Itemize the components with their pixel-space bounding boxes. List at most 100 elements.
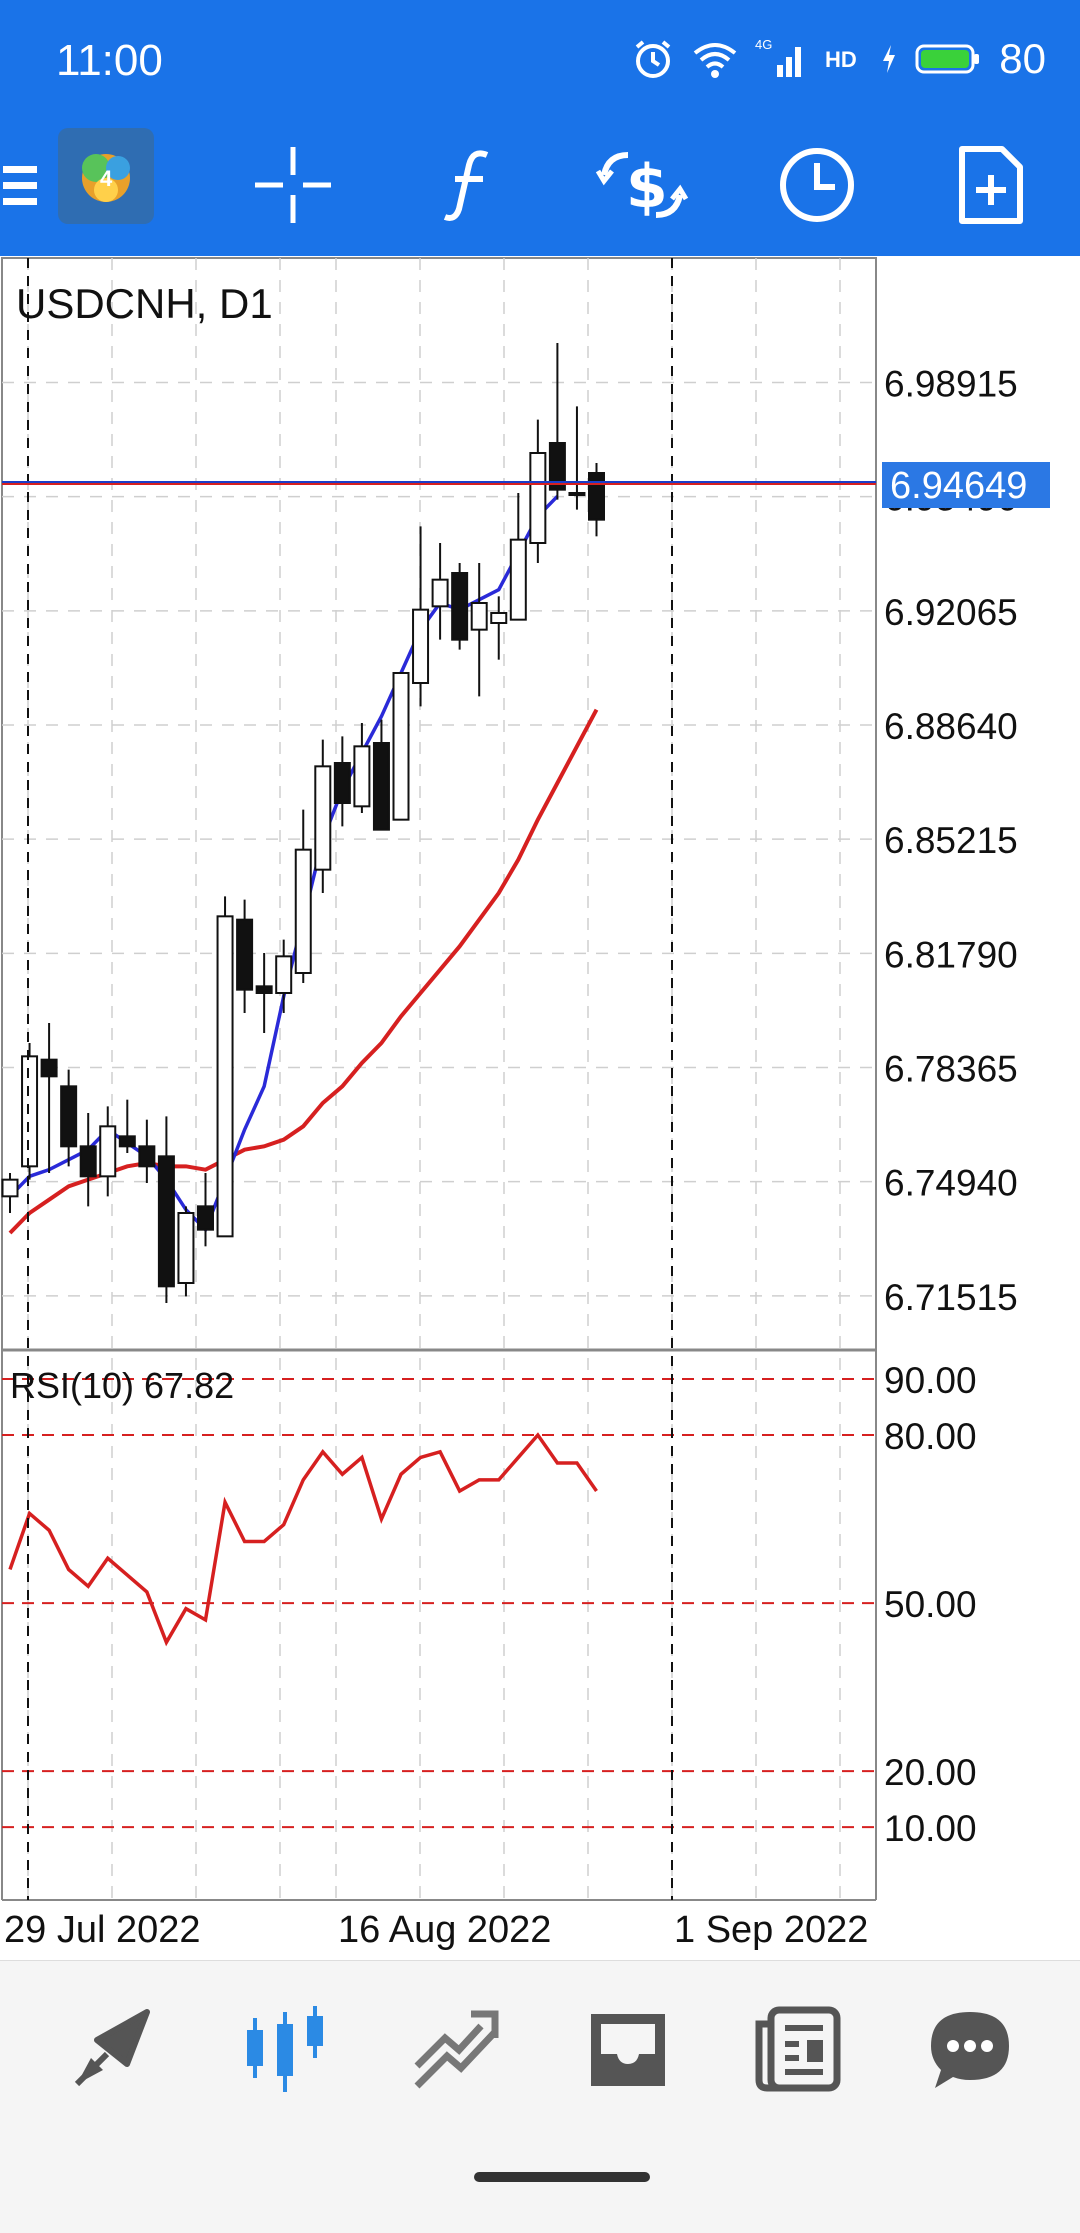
candle xyxy=(490,596,508,660)
candle xyxy=(60,1069,78,1167)
candle xyxy=(1,1173,19,1213)
bear-candle-body xyxy=(451,572,469,641)
candle xyxy=(255,953,273,1033)
bull-candle-body xyxy=(216,915,234,1238)
price-tick-label: 6.74940 xyxy=(884,1163,1018,1204)
candle xyxy=(118,1099,136,1153)
candle xyxy=(509,493,527,621)
candle xyxy=(197,1173,214,1247)
candle xyxy=(412,526,430,707)
bull-candle-body xyxy=(1,1178,19,1198)
price-tick-label: 6.78365 xyxy=(884,1049,1018,1090)
bull-candle-body xyxy=(568,492,586,496)
price-tick-label: 6.81790 xyxy=(884,934,1018,975)
current-price-label: 6.94649 xyxy=(890,465,1027,507)
rsi-tick-label: 90.00 xyxy=(884,1360,977,1401)
status-time: 11:00 xyxy=(56,36,163,85)
bear-candle-body xyxy=(79,1145,97,1178)
bull-candle-body xyxy=(529,452,547,544)
candle xyxy=(353,723,371,813)
chart-tab-icon[interactable] xyxy=(234,1999,334,2099)
hamburger-icon[interactable] xyxy=(0,130,40,240)
rsi-tick-label: 50.00 xyxy=(884,1584,977,1625)
trade-tab-icon[interactable] xyxy=(406,1999,506,2099)
price-chart[interactable]: USDCNH, D1 RSI(10) 67.82 6.989156.954906… xyxy=(0,256,1080,1960)
candle xyxy=(138,1119,156,1183)
crosshair-icon[interactable] xyxy=(248,130,338,240)
candle xyxy=(431,543,449,640)
candle xyxy=(21,1043,39,1180)
rsi-tick-label: 20.00 xyxy=(884,1752,977,1793)
date-label: 29 Jul 2022 xyxy=(4,1909,201,1951)
quotes-tab-icon[interactable] xyxy=(62,1999,162,2099)
candle xyxy=(79,1113,97,1207)
bear-candle-body xyxy=(255,985,273,994)
hd-icon: HD xyxy=(825,47,857,72)
candle xyxy=(275,939,293,1013)
new-document-icon[interactable] xyxy=(946,130,1036,240)
bull-candle-body xyxy=(99,1125,117,1178)
bear-candle-body xyxy=(40,1058,58,1078)
battery-icon xyxy=(915,44,980,74)
bear-candle-body xyxy=(118,1135,136,1148)
candle xyxy=(294,809,312,983)
bear-candle-body xyxy=(138,1145,156,1168)
network-type: 4G xyxy=(755,37,772,52)
candle xyxy=(548,343,566,500)
svg-text:4: 4 xyxy=(100,166,113,191)
chat-tab-icon[interactable] xyxy=(920,1999,1020,2099)
date-label: 16 Aug 2022 xyxy=(338,1909,551,1951)
charging-icon xyxy=(883,45,896,73)
candle xyxy=(40,1023,58,1173)
status-icons: 4G HD 80 xyxy=(631,34,1046,84)
price-tick-label: 6.71515 xyxy=(884,1277,1018,1318)
home-indicator[interactable] xyxy=(474,2172,650,2182)
chart-area[interactable]: USDCNH, D1 RSI(10) 67.82 6.989156.954906… xyxy=(0,256,1080,1960)
bear-candle-body xyxy=(60,1085,78,1148)
bull-candle-body xyxy=(431,578,449,608)
candle xyxy=(568,406,586,510)
bull-candle-body xyxy=(294,848,312,975)
bear-candle-body xyxy=(236,918,254,991)
bull-candle-body xyxy=(177,1212,195,1284)
news-tab-icon[interactable] xyxy=(748,1999,848,2099)
bear-candle-body xyxy=(333,762,351,804)
rsi-label: RSI(10) 67.82 xyxy=(10,1365,234,1406)
price-tick-label: 6.98915 xyxy=(884,364,1018,405)
candle xyxy=(470,563,488,697)
top-toolbar: $ xyxy=(0,120,1080,256)
bottom-navigation xyxy=(0,1960,1080,2233)
bear-candle-body xyxy=(157,1155,175,1288)
rsi-tick-label: 80.00 xyxy=(884,1416,977,1457)
candle xyxy=(157,1116,175,1303)
bull-candle-body xyxy=(490,612,508,624)
history-tab-icon[interactable] xyxy=(578,1999,678,2099)
rsi-line xyxy=(8,1432,598,1647)
bear-candle-body xyxy=(372,742,390,831)
candle xyxy=(451,563,469,650)
status-bar: 11:00 4G HD 80 xyxy=(0,0,1080,120)
bull-candle-body xyxy=(509,538,527,621)
bear-candle-body xyxy=(548,442,566,491)
bull-candle-body xyxy=(392,672,410,821)
current-price-box xyxy=(882,462,1050,508)
metatrader-logo[interactable]: 4 xyxy=(58,128,154,224)
bull-candle-body xyxy=(470,602,488,631)
function-icon[interactable] xyxy=(424,130,514,240)
candle xyxy=(216,896,234,1238)
bull-candle-body xyxy=(353,745,371,808)
candle xyxy=(392,672,410,821)
candle xyxy=(236,899,254,1013)
candle xyxy=(99,1106,117,1197)
clock-icon[interactable] xyxy=(772,130,862,240)
currency-exchange-icon[interactable]: $ xyxy=(592,130,692,240)
svg-text:$: $ xyxy=(626,152,668,222)
main-chart-frame xyxy=(1,257,877,1351)
candle xyxy=(177,1206,195,1297)
bull-candle-body xyxy=(275,955,293,994)
bull-candle-body xyxy=(412,608,430,684)
bear-candle-body xyxy=(588,472,605,521)
cellular-signal-icon: 4G xyxy=(755,37,802,77)
candle xyxy=(372,719,390,831)
candle xyxy=(588,463,605,537)
